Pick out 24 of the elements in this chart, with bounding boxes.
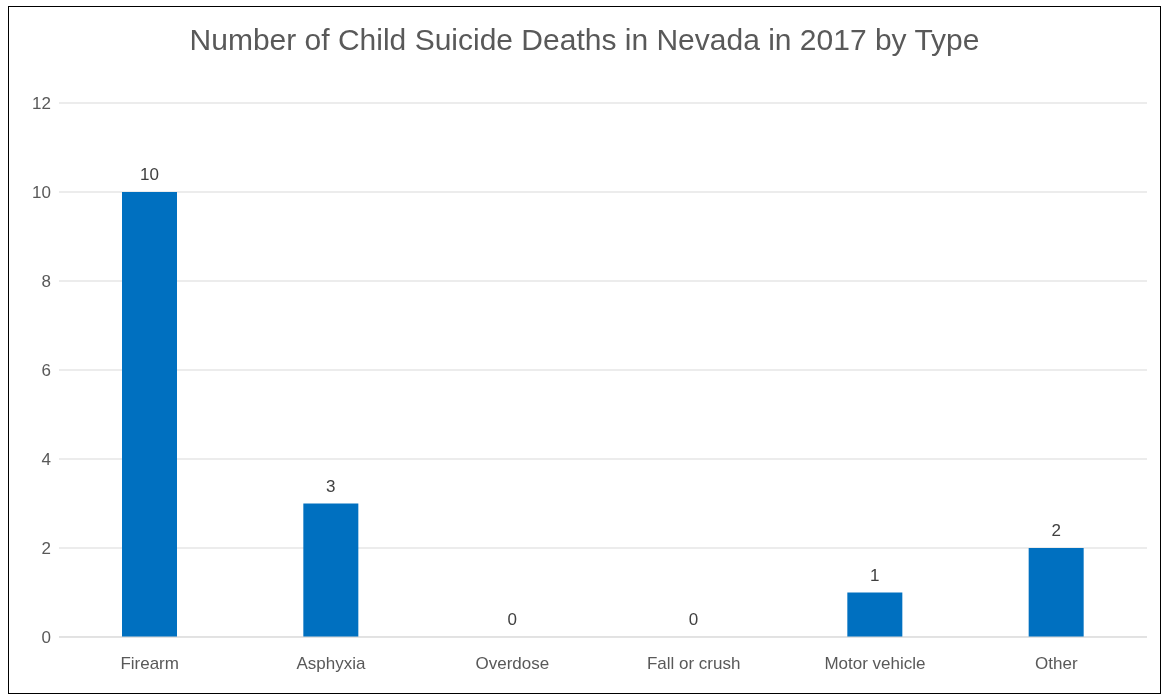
data-label: 3 (326, 476, 336, 496)
x-tick-label: Firearm (120, 654, 179, 674)
data-label: 10 (140, 165, 159, 184)
x-tick-label: Asphyxia (296, 654, 367, 674)
bar (1028, 548, 1084, 637)
bar (847, 592, 903, 637)
x-tick-label: Motor vehicle (824, 654, 926, 674)
bar (303, 503, 359, 637)
x-tick-label: Other (1035, 654, 1078, 674)
chart-title: Number of Child Suicide Deaths in Nevada in 2017 by Type (188, 23, 981, 57)
data-label: 0 (688, 610, 699, 629)
data-label: 2 (1051, 521, 1061, 540)
y-tick-label: 6 (41, 361, 51, 381)
y-tick-label: 8 (41, 272, 51, 292)
y-tick-label: 4 (41, 450, 51, 470)
x-tick-label: Fall or crush (646, 654, 741, 674)
y-tick-label: 2 (41, 539, 51, 559)
y-tick-label: 0 (41, 628, 51, 648)
x-tick-label: Overdose (475, 654, 550, 674)
bar (122, 192, 177, 637)
data-label: 1 (870, 565, 880, 585)
y-tick-label: 10 (32, 183, 51, 203)
y-tick-label: 12 (32, 94, 51, 114)
data-label: 0 (507, 610, 517, 629)
